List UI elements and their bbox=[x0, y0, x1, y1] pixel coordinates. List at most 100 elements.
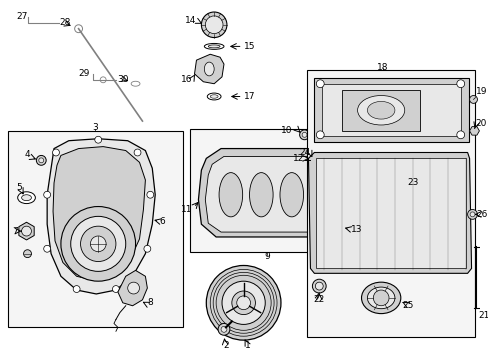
Circle shape bbox=[127, 282, 139, 294]
Circle shape bbox=[312, 279, 325, 293]
Text: 9: 9 bbox=[264, 252, 269, 261]
Circle shape bbox=[43, 191, 50, 198]
Ellipse shape bbox=[18, 192, 35, 203]
Ellipse shape bbox=[204, 62, 214, 76]
Circle shape bbox=[43, 245, 50, 252]
Ellipse shape bbox=[207, 93, 221, 100]
Text: 15: 15 bbox=[243, 42, 255, 51]
Polygon shape bbox=[53, 147, 145, 280]
Bar bbox=[322, 84, 460, 136]
Bar bbox=[316, 158, 465, 269]
Ellipse shape bbox=[219, 173, 242, 217]
Text: 16: 16 bbox=[181, 75, 192, 84]
Circle shape bbox=[231, 291, 255, 315]
Ellipse shape bbox=[366, 287, 394, 309]
Text: 30: 30 bbox=[117, 75, 128, 84]
Ellipse shape bbox=[249, 173, 272, 217]
Ellipse shape bbox=[208, 45, 220, 48]
Polygon shape bbox=[194, 54, 224, 84]
Text: 1: 1 bbox=[244, 341, 250, 350]
Ellipse shape bbox=[357, 95, 404, 125]
Circle shape bbox=[81, 226, 116, 261]
Text: 28: 28 bbox=[59, 18, 70, 27]
Text: 22: 22 bbox=[313, 295, 324, 304]
Circle shape bbox=[146, 191, 153, 198]
Text: 4: 4 bbox=[24, 150, 30, 159]
Text: 7: 7 bbox=[12, 226, 18, 235]
Polygon shape bbox=[47, 139, 155, 294]
Circle shape bbox=[73, 285, 80, 292]
Text: 18: 18 bbox=[377, 63, 388, 72]
Circle shape bbox=[469, 212, 474, 217]
Text: 8: 8 bbox=[147, 298, 153, 307]
Circle shape bbox=[313, 157, 319, 163]
Circle shape bbox=[39, 158, 43, 163]
Text: 26: 26 bbox=[475, 210, 487, 219]
Polygon shape bbox=[308, 153, 470, 273]
Text: 21: 21 bbox=[477, 311, 488, 320]
Circle shape bbox=[21, 226, 31, 236]
Text: 14: 14 bbox=[185, 16, 196, 25]
Polygon shape bbox=[468, 127, 478, 135]
Circle shape bbox=[134, 149, 141, 156]
Polygon shape bbox=[19, 222, 34, 240]
Text: 17: 17 bbox=[243, 92, 255, 101]
Text: 6: 6 bbox=[159, 217, 164, 226]
Polygon shape bbox=[205, 157, 333, 232]
Bar bbox=[306, 70, 474, 337]
Circle shape bbox=[316, 131, 324, 139]
Text: 27: 27 bbox=[16, 13, 27, 22]
Circle shape bbox=[61, 207, 135, 281]
Ellipse shape bbox=[210, 95, 218, 98]
Circle shape bbox=[310, 154, 322, 166]
Circle shape bbox=[372, 290, 388, 306]
Text: 19: 19 bbox=[474, 87, 486, 96]
Circle shape bbox=[222, 281, 264, 324]
Text: 25: 25 bbox=[401, 301, 412, 310]
Circle shape bbox=[100, 77, 106, 83]
Circle shape bbox=[206, 265, 281, 340]
Circle shape bbox=[205, 16, 223, 33]
Circle shape bbox=[467, 210, 476, 219]
Circle shape bbox=[143, 245, 150, 252]
Circle shape bbox=[112, 285, 119, 292]
Circle shape bbox=[468, 95, 476, 103]
Text: 2: 2 bbox=[223, 341, 228, 350]
Circle shape bbox=[456, 131, 464, 139]
Circle shape bbox=[95, 136, 102, 143]
Circle shape bbox=[52, 149, 60, 156]
Circle shape bbox=[36, 156, 46, 165]
Polygon shape bbox=[198, 149, 343, 237]
Polygon shape bbox=[118, 270, 147, 306]
Ellipse shape bbox=[131, 81, 140, 86]
Bar bbox=[341, 90, 420, 131]
Circle shape bbox=[456, 80, 464, 87]
Bar bbox=[189, 129, 350, 252]
Bar bbox=[8, 131, 183, 327]
Ellipse shape bbox=[366, 102, 394, 119]
Circle shape bbox=[71, 216, 125, 271]
Circle shape bbox=[316, 80, 324, 87]
Text: 29: 29 bbox=[78, 69, 89, 78]
Circle shape bbox=[201, 12, 226, 37]
Circle shape bbox=[221, 327, 226, 332]
Ellipse shape bbox=[307, 171, 330, 215]
Text: 11: 11 bbox=[181, 205, 192, 214]
Text: 24: 24 bbox=[299, 148, 310, 157]
Circle shape bbox=[218, 323, 229, 335]
Text: 3: 3 bbox=[92, 123, 98, 132]
Circle shape bbox=[302, 132, 306, 137]
Circle shape bbox=[75, 25, 82, 33]
Ellipse shape bbox=[204, 44, 224, 49]
Circle shape bbox=[23, 250, 31, 258]
Ellipse shape bbox=[361, 282, 400, 314]
Circle shape bbox=[236, 296, 250, 310]
Ellipse shape bbox=[280, 173, 303, 217]
Circle shape bbox=[299, 130, 309, 140]
Circle shape bbox=[90, 236, 106, 252]
Text: 5: 5 bbox=[17, 183, 22, 192]
Text: 23: 23 bbox=[406, 179, 417, 188]
Text: 10: 10 bbox=[281, 126, 292, 135]
Circle shape bbox=[315, 282, 323, 290]
Text: 13: 13 bbox=[350, 225, 362, 234]
